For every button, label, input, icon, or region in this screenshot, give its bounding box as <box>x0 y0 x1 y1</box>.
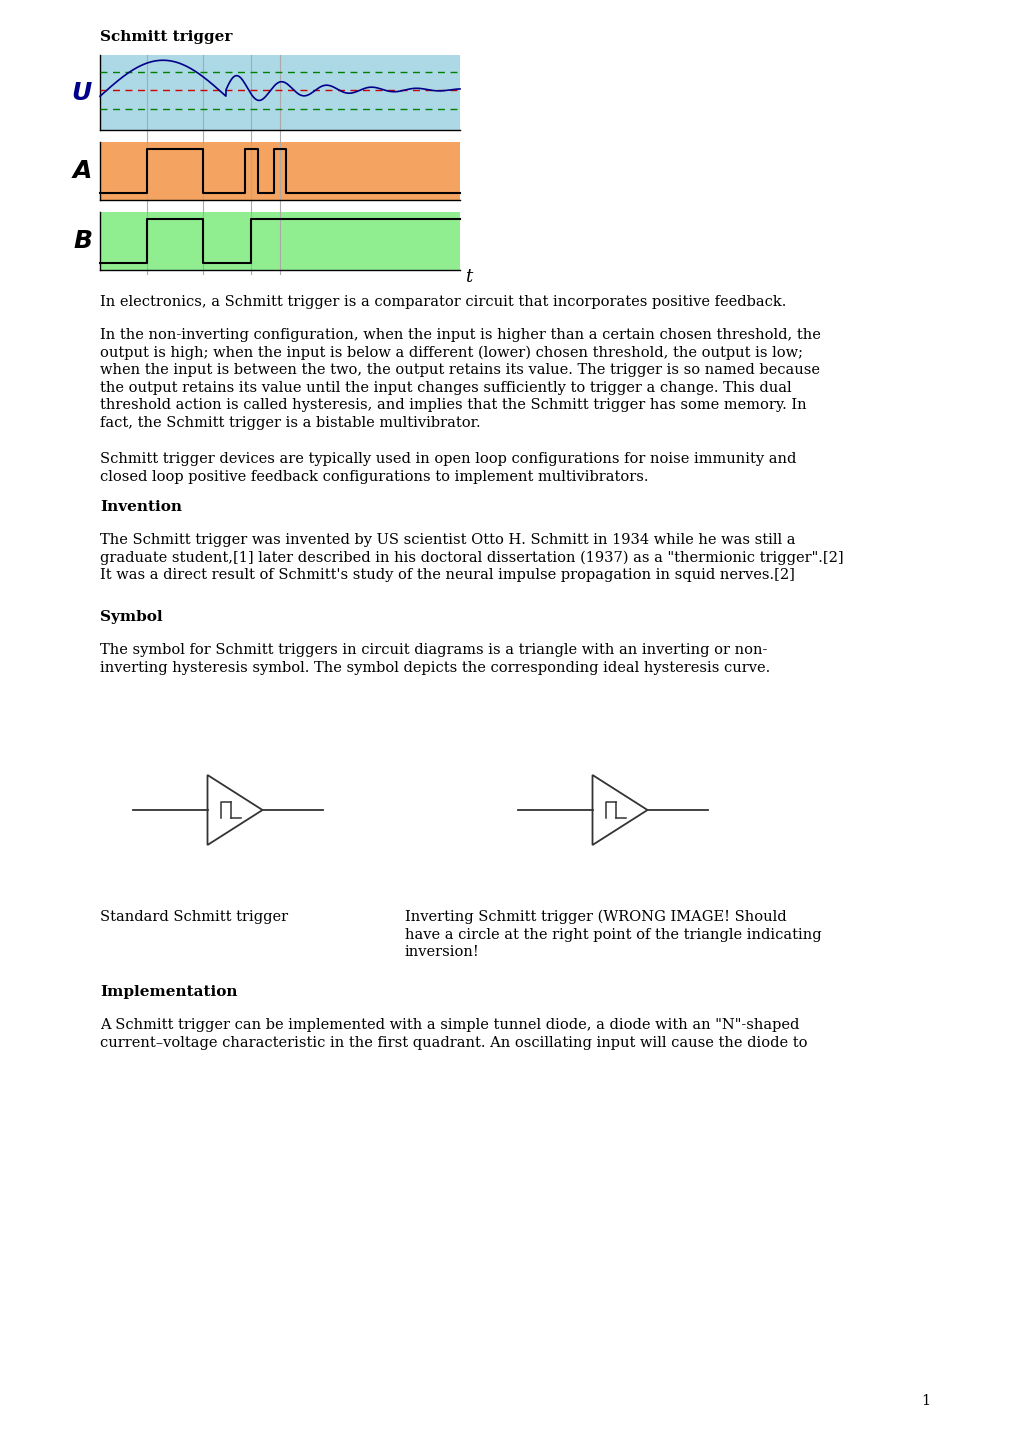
Text: Implementation: Implementation <box>100 986 237 999</box>
Text: current–voltage characteristic in the first quadrant. An oscillating input will : current–voltage characteristic in the fi… <box>100 1036 807 1049</box>
Text: U: U <box>71 81 92 104</box>
Text: closed loop positive feedback configurations to implement multivibrators.: closed loop positive feedback configurat… <box>100 469 648 483</box>
Text: threshold action is called hysteresis, and implies that the Schmitt trigger has : threshold action is called hysteresis, a… <box>100 398 806 413</box>
Text: output is high; when the input is below a different (lower) chosen threshold, th: output is high; when the input is below … <box>100 345 802 359</box>
Polygon shape <box>100 55 460 130</box>
Text: Schmitt trigger: Schmitt trigger <box>100 30 232 43</box>
Text: In the non-inverting configuration, when the input is higher than a certain chos: In the non-inverting configuration, when… <box>100 328 820 342</box>
Text: inversion!: inversion! <box>405 945 479 960</box>
Text: A Schmitt trigger can be implemented with a simple tunnel diode, a diode with an: A Schmitt trigger can be implemented wit… <box>100 1017 799 1032</box>
Text: inverting hysteresis symbol. The symbol depicts the corresponding ideal hysteres: inverting hysteresis symbol. The symbol … <box>100 661 769 674</box>
Text: The Schmitt trigger was invented by US scientist Otto H. Schmitt in 1934 while h: The Schmitt trigger was invented by US s… <box>100 532 795 547</box>
Text: the output retains its value until the input changes sufficiently to trigger a c: the output retains its value until the i… <box>100 381 791 394</box>
Text: The symbol for Schmitt triggers in circuit diagrams is a triangle with an invert: The symbol for Schmitt triggers in circu… <box>100 644 766 657</box>
Text: Symbol: Symbol <box>100 610 162 623</box>
Text: t: t <box>465 268 472 286</box>
Text: It was a direct result of Schmitt's study of the neural impulse propagation in s: It was a direct result of Schmitt's stud… <box>100 569 794 582</box>
Polygon shape <box>100 212 460 270</box>
Text: Inverting Schmitt trigger (WRONG IMAGE! Should: Inverting Schmitt trigger (WRONG IMAGE! … <box>405 911 786 925</box>
Text: Standard Schmitt trigger: Standard Schmitt trigger <box>100 911 287 924</box>
Text: fact, the Schmitt trigger is a bistable multivibrator.: fact, the Schmitt trigger is a bistable … <box>100 416 480 430</box>
Text: B: B <box>73 229 92 253</box>
Text: when the input is between the two, the output retains its value. The trigger is : when the input is between the two, the o… <box>100 364 819 377</box>
Text: A: A <box>72 159 92 183</box>
Text: Schmitt trigger devices are typically used in open loop configurations for noise: Schmitt trigger devices are typically us… <box>100 452 796 466</box>
Text: In electronics, a Schmitt trigger is a comparator circuit that incorporates posi: In electronics, a Schmitt trigger is a c… <box>100 294 786 309</box>
Text: 1: 1 <box>920 1394 929 1408</box>
Text: have a circle at the right point of the triangle indicating: have a circle at the right point of the … <box>405 928 821 941</box>
Text: Invention: Invention <box>100 501 181 514</box>
Text: graduate student,[1] later described in his doctoral dissertation (1937) as a "t: graduate student,[1] later described in … <box>100 550 843 564</box>
Polygon shape <box>100 141 460 201</box>
